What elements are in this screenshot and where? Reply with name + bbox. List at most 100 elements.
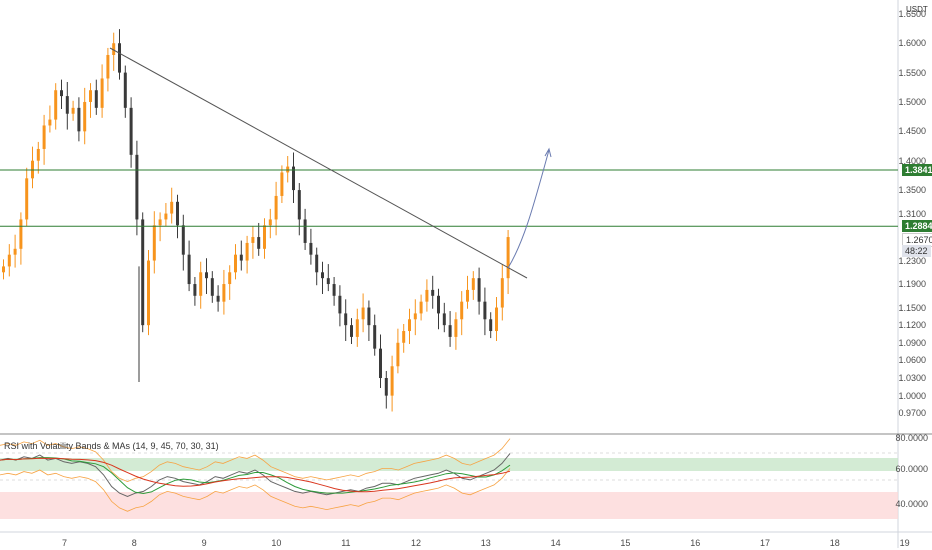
candle-body xyxy=(36,148,40,161)
projection-arrow[interactable] xyxy=(507,149,550,269)
time-tick-label: 14 xyxy=(550,538,561,548)
candle-body xyxy=(199,272,203,296)
candle-body xyxy=(437,295,440,314)
rsi-oversold-zone xyxy=(0,492,898,519)
candle-body xyxy=(286,166,290,173)
time-tick-label: 10 xyxy=(271,538,282,548)
candle-body xyxy=(431,289,435,296)
candle-body xyxy=(321,272,324,279)
candle-body xyxy=(152,225,156,261)
candle-body xyxy=(384,378,388,396)
rsi-lines xyxy=(0,438,511,512)
price-tick-label: 1.1200 xyxy=(898,320,926,331)
price-tag-green: 1.2884 xyxy=(902,220,932,233)
candle-body xyxy=(338,295,342,314)
candle-body xyxy=(442,313,446,326)
candle-body xyxy=(176,201,179,226)
time-tick-label: 13 xyxy=(480,538,491,548)
time-tick-label: 9 xyxy=(201,538,207,548)
price-tick-label: 1.3100 xyxy=(898,208,926,219)
candle-body xyxy=(129,107,133,155)
candle-body xyxy=(158,219,162,226)
candle-body xyxy=(361,307,365,320)
rsi-slow-ma xyxy=(0,457,511,493)
indicator-title[interactable]: RSI with Volatility Bands & MAs (14, 9, … xyxy=(4,441,219,451)
descending-trendline[interactable] xyxy=(109,47,528,279)
candle-body xyxy=(373,325,377,349)
candle-body xyxy=(42,125,46,149)
candle-body xyxy=(239,254,243,261)
candle-body xyxy=(471,278,475,290)
candle-body xyxy=(77,107,81,132)
indicator-tick-label: 80.0000 xyxy=(895,433,928,443)
price-tick-label: 1.1900 xyxy=(898,279,926,290)
candle-body xyxy=(83,101,87,132)
candle-body xyxy=(396,342,400,367)
candle-body xyxy=(106,54,110,79)
candle-body xyxy=(419,301,423,314)
candle-body xyxy=(367,307,371,326)
price-tick-label: 1.3500 xyxy=(898,185,926,196)
candle-body xyxy=(25,178,29,220)
price-tick-label: 1.1500 xyxy=(898,302,926,313)
candle-body xyxy=(483,301,487,320)
candle-body xyxy=(413,313,417,320)
price-tick-label: 1.4000 xyxy=(898,155,926,166)
candle-body xyxy=(7,254,11,267)
candle-body xyxy=(187,254,191,285)
candle-body xyxy=(257,237,261,249)
candle-body xyxy=(60,90,63,97)
rsi-line xyxy=(0,453,511,497)
candle-body xyxy=(147,260,150,326)
price-tick-label: 1.0600 xyxy=(898,355,926,366)
time-tick-label: 16 xyxy=(690,538,701,548)
price-tick-label: 1.2300 xyxy=(898,255,926,266)
candle-body xyxy=(245,242,249,261)
candle-body xyxy=(460,301,464,320)
price-tick-label: 0.9700 xyxy=(898,408,926,419)
candle-body xyxy=(355,319,359,337)
candle-body xyxy=(123,72,127,108)
price-tick-label: 1.0000 xyxy=(898,390,926,401)
candle-body xyxy=(489,319,493,332)
candle-body xyxy=(205,272,208,279)
time-tick-label: 15 xyxy=(620,538,631,548)
price-tick-label: 1.0900 xyxy=(898,337,926,348)
candle-body xyxy=(234,254,237,273)
price-tick-label: 1.5500 xyxy=(898,67,926,78)
candle-body xyxy=(228,272,232,285)
candle-body xyxy=(495,307,498,332)
candle-body xyxy=(100,78,104,108)
candle-body xyxy=(89,90,92,102)
candle-body xyxy=(344,313,348,326)
candle-body xyxy=(112,43,116,55)
time-tick-label: 18 xyxy=(829,538,840,548)
currency-label: USDT xyxy=(906,5,928,14)
projection-arrowhead xyxy=(544,147,552,158)
candle-body xyxy=(216,295,220,302)
candle-body xyxy=(193,284,197,296)
candle-body xyxy=(13,248,17,255)
horizontal-levels[interactable] xyxy=(0,169,898,227)
time-tick-label: 11 xyxy=(341,538,351,548)
candle-body xyxy=(477,278,481,302)
candle-body xyxy=(448,325,452,337)
candle-body xyxy=(31,160,34,179)
rsi-overbought-zone xyxy=(0,458,898,471)
candle-body xyxy=(303,219,307,243)
candle-body xyxy=(326,278,330,285)
price-tick-label: 1.4500 xyxy=(898,126,926,137)
rsi-lower-vol-band xyxy=(0,468,511,512)
candle-body xyxy=(309,242,313,255)
candle-body xyxy=(292,166,295,191)
candle-body xyxy=(19,219,23,249)
candle-body xyxy=(164,213,168,220)
candle-body xyxy=(65,96,69,114)
price-tick-label: 1.6000 xyxy=(898,38,926,49)
candle-body xyxy=(350,325,353,337)
candle-body xyxy=(48,119,52,126)
indicator-tick-label: 60.0000 xyxy=(895,464,928,474)
candle-body xyxy=(135,154,139,220)
